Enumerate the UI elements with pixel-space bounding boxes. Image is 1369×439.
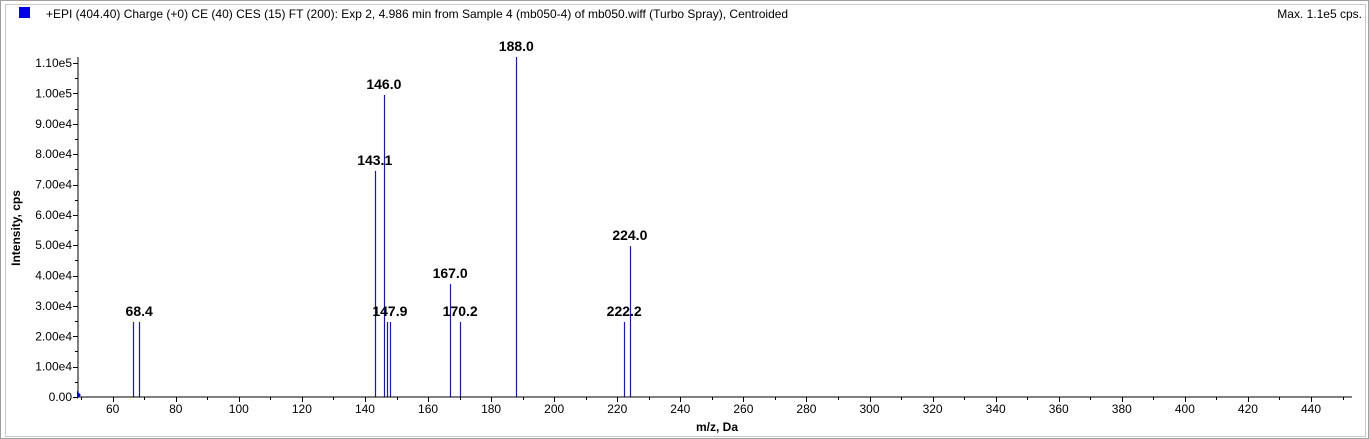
y-tick-label: 2.00e4 [35, 329, 72, 343]
x-axis-label: m/z, Da [696, 420, 738, 434]
x-tick-label: 180 [481, 402, 501, 416]
peak-label: 167.0 [433, 265, 468, 281]
y-tick-label: 1.10e5 [35, 56, 72, 70]
x-tick-label: 340 [986, 402, 1006, 416]
x-tick-label: 140 [355, 402, 375, 416]
x-tick-label: 100 [229, 402, 249, 416]
y-tick-label: 9.00e4 [35, 117, 72, 131]
x-tick-label: 240 [670, 402, 690, 416]
y-tick-label: 5.00e4 [35, 238, 72, 252]
peak-label: 143.1 [357, 152, 392, 168]
x-tick-label: 400 [1175, 402, 1195, 416]
peaks: 68.4 143.1 146.0 147.9 167.0 170.2 188.0 222.2 2… [126, 38, 648, 397]
x-tick-label: 300 [860, 402, 880, 416]
y-tick-label: 4.00e4 [35, 269, 72, 283]
y-tick-label: 1.00e4 [35, 360, 72, 374]
x-tick-label: 420 [1238, 402, 1258, 416]
x-tick-label: 160 [418, 402, 438, 416]
y-tick-label: 8.00e4 [35, 147, 72, 161]
x-tick-label: 360 [1049, 402, 1069, 416]
y-tick-label: 7.00e4 [35, 178, 72, 192]
x-tick-label: 320 [923, 402, 943, 416]
x-tick-label: 220 [607, 402, 627, 416]
y-tick-label: 3.00e4 [35, 299, 72, 313]
y-axis-label: Intensity, cps [9, 190, 23, 266]
y-tick-label: 6.00e4 [35, 208, 72, 222]
peak-label: 224.0 [612, 227, 647, 243]
legend-marker [19, 7, 30, 18]
peak-label: 222.2 [607, 303, 642, 319]
peak-label: 68.4 [126, 303, 153, 319]
x-tick-label: 60 [106, 402, 120, 416]
peak-label: 147.9 [372, 303, 407, 319]
spectrum-panel [5, 4, 1366, 437]
peak-label: 170.2 [443, 303, 478, 319]
max-intensity-label: Max. 1.1e5 cps. [1277, 7, 1362, 21]
y-tick-label: 0.00 [49, 390, 73, 404]
x-tick-label: 120 [292, 402, 312, 416]
x-tick-label: 200 [544, 402, 564, 416]
chart-title: +EPI (404.40) Charge (+0) CE (40) CES (1… [46, 7, 788, 21]
x-tick-label: 280 [796, 402, 816, 416]
peak-label: 188.0 [499, 38, 534, 54]
x-tick-label: 80 [169, 402, 183, 416]
x-tick-label: 440 [1301, 402, 1321, 416]
axis-origin-marker-icon [77, 391, 81, 399]
y-tick-label: 1.00e5 [35, 86, 72, 100]
peak-label: 146.0 [366, 76, 401, 92]
x-tick-label: 260 [733, 402, 753, 416]
x-tick-label: 380 [1112, 402, 1132, 416]
